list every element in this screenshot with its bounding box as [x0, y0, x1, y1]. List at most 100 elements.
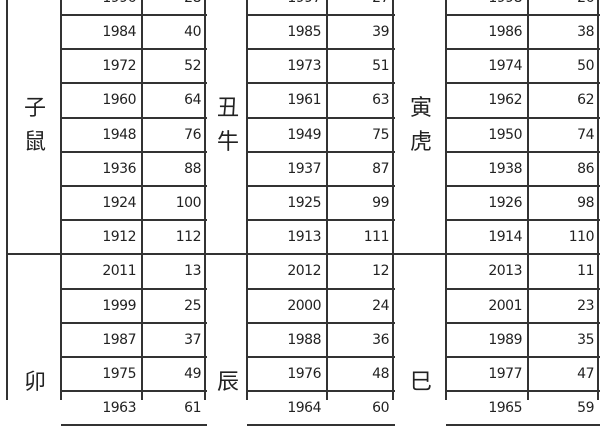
zodiac-sign-label: 鼠 — [23, 130, 46, 155]
row-divider — [61, 390, 207, 393]
age-cell: 99 — [372, 195, 389, 211]
column-divider — [445, 0, 447, 255]
row-divider — [446, 116, 600, 119]
zodiac-sign-label: 牛 — [216, 130, 239, 155]
year-cell: 1987 — [102, 331, 136, 348]
year-cell: 1985 — [287, 24, 321, 40]
zodiac-sign-label: 辰 — [216, 370, 239, 395]
age-cell: 59 — [577, 400, 594, 417]
year-cell: 1925 — [287, 195, 321, 211]
year-cell: 1986 — [488, 24, 522, 40]
row-divider — [247, 185, 395, 187]
age-cell: 28 — [142, 0, 201, 15]
age-cell: 36 — [372, 331, 389, 348]
row-divider — [61, 150, 207, 153]
age-cell: 74 — [577, 126, 594, 143]
year-cell: 2013 — [488, 263, 522, 280]
year-cell: 1998 — [446, 0, 522, 15]
year-cell: 1965 — [488, 400, 522, 417]
age-cell: 112 — [175, 229, 202, 246]
age-cell: 100 — [175, 195, 202, 211]
year-cell: 1936 — [102, 160, 136, 177]
row-divider — [247, 14, 395, 16]
year-cell: 1999 — [102, 297, 136, 314]
age-cell: 50 — [577, 58, 594, 75]
row-divider — [247, 287, 395, 290]
zodiac-sign-label: 卯 — [23, 370, 46, 395]
year-cell: 1974 — [488, 58, 522, 75]
age-cell: 75 — [372, 126, 389, 143]
age-cell: 62 — [577, 92, 594, 109]
table-left-border — [6, 0, 8, 400]
column-divider — [326, 254, 328, 400]
age-cell: 47 — [577, 366, 594, 382]
zodiac-sign-label: 丑 — [216, 96, 239, 121]
row-divider — [61, 116, 207, 119]
column-divider — [597, 254, 599, 400]
age-cell: 27 — [327, 0, 389, 15]
column-divider — [597, 0, 599, 255]
row-divider — [446, 48, 600, 51]
column-divider — [204, 0, 206, 255]
year-cell: 1912 — [102, 229, 136, 246]
column-divider — [527, 0, 529, 255]
row-divider — [446, 185, 600, 187]
age-cell: 98 — [577, 195, 594, 211]
year-cell: 1924 — [102, 195, 136, 211]
column-divider — [326, 0, 328, 255]
age-cell: 63 — [372, 92, 389, 109]
age-cell: 39 — [372, 24, 389, 40]
row-divider — [247, 150, 395, 153]
row-divider — [446, 150, 600, 153]
age-cell: 25 — [184, 297, 201, 314]
age-cell: 49 — [184, 366, 201, 382]
zodiac-sign-label: 巳 — [409, 370, 432, 395]
year-cell: 2001 — [488, 297, 522, 314]
column-divider — [527, 254, 529, 400]
column-divider — [445, 254, 447, 400]
age-cell: 12 — [372, 263, 389, 280]
row-divider — [247, 390, 395, 393]
year-cell: 1926 — [488, 195, 522, 211]
year-cell: 1975 — [102, 366, 136, 382]
group-divider — [6, 253, 600, 256]
age-cell: 86 — [577, 160, 594, 177]
column-divider — [204, 254, 206, 400]
year-cell: 1949 — [287, 126, 321, 143]
column-divider — [246, 254, 248, 400]
year-cell: 1948 — [102, 126, 136, 143]
age-cell: 88 — [184, 160, 201, 177]
age-cell: 60 — [372, 400, 389, 417]
year-cell: 1984 — [102, 24, 136, 40]
age-cell: 51 — [372, 58, 389, 75]
row-divider — [61, 287, 207, 290]
row-divider — [446, 219, 600, 222]
year-cell: 1914 — [488, 229, 522, 246]
row-divider — [61, 321, 207, 324]
column-divider — [60, 254, 62, 400]
age-cell: 52 — [184, 58, 201, 75]
zodiac-sign-label: 寅 — [409, 96, 432, 121]
year-cell: 1963 — [102, 400, 136, 417]
year-cell: 1973 — [287, 58, 321, 75]
year-cell: 2012 — [287, 263, 321, 280]
year-cell: 1938 — [488, 160, 522, 177]
row-divider — [61, 82, 207, 85]
year-cell: 2000 — [287, 297, 321, 314]
column-divider — [141, 254, 143, 400]
row-divider — [446, 390, 600, 393]
row-divider — [247, 82, 395, 85]
year-cell: 1976 — [287, 366, 321, 382]
age-cell: 37 — [184, 331, 201, 348]
age-cell: 40 — [184, 24, 201, 40]
row-divider — [247, 48, 395, 51]
year-cell: 1996 — [61, 0, 136, 15]
row-divider — [446, 82, 600, 85]
row-divider — [61, 14, 207, 16]
age-cell: 111 — [363, 229, 390, 246]
row-divider — [247, 356, 395, 358]
row-divider — [446, 321, 600, 324]
age-cell: 110 — [568, 229, 595, 246]
year-cell: 1972 — [102, 58, 136, 75]
row-divider — [61, 48, 207, 51]
